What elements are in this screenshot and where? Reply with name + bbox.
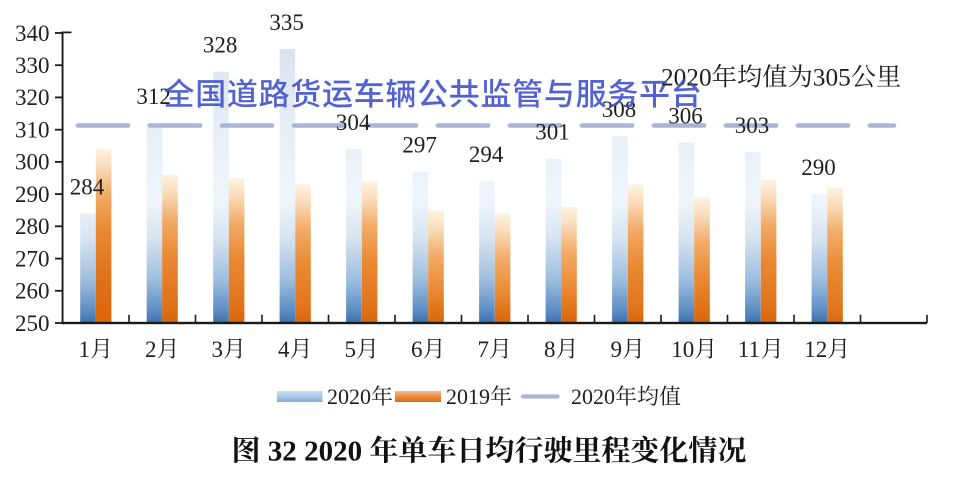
- svg-text:335: 335: [269, 10, 304, 35]
- svg-text:284: 284: [70, 174, 105, 199]
- svg-text:3: 3: [212, 337, 224, 362]
- svg-text:2020: 2020: [661, 64, 712, 92]
- svg-text:260: 260: [15, 279, 50, 304]
- svg-text:1: 1: [79, 337, 91, 362]
- svg-text:297: 297: [402, 133, 437, 158]
- svg-text:8: 8: [544, 337, 556, 362]
- svg-text:10: 10: [671, 337, 694, 362]
- svg-text:4: 4: [278, 337, 290, 362]
- svg-text:270: 270: [15, 246, 50, 271]
- svg-text:305: 305: [813, 64, 851, 92]
- svg-text:301: 301: [535, 120, 570, 145]
- svg-text:6: 6: [411, 337, 423, 362]
- svg-text:7: 7: [478, 337, 490, 362]
- svg-text:280: 280: [15, 214, 50, 239]
- svg-text:5: 5: [345, 337, 357, 362]
- svg-text:2: 2: [145, 337, 157, 362]
- svg-text:290: 290: [15, 182, 50, 207]
- svg-text:306: 306: [668, 104, 703, 129]
- svg-text:32: 32: [268, 436, 297, 468]
- svg-text:320: 320: [15, 85, 50, 110]
- svg-text:312: 312: [136, 84, 171, 109]
- svg-text:12: 12: [804, 337, 827, 362]
- svg-text:250: 250: [15, 311, 50, 336]
- svg-text:2020: 2020: [304, 436, 362, 468]
- svg-text:300: 300: [15, 150, 50, 175]
- svg-text:294: 294: [469, 142, 504, 167]
- svg-text:340: 340: [15, 21, 50, 46]
- svg-text:11: 11: [738, 337, 760, 362]
- svg-text:303: 303: [735, 113, 770, 138]
- svg-text:328: 328: [203, 33, 238, 58]
- svg-text:2019: 2019: [446, 384, 490, 409]
- svg-text:2020: 2020: [327, 384, 371, 409]
- svg-text:9: 9: [611, 337, 623, 362]
- svg-text:2020: 2020: [571, 384, 615, 409]
- svg-text:304: 304: [336, 110, 371, 135]
- svg-text:310: 310: [15, 118, 50, 143]
- svg-text:330: 330: [15, 53, 50, 78]
- svg-text:290: 290: [801, 155, 836, 180]
